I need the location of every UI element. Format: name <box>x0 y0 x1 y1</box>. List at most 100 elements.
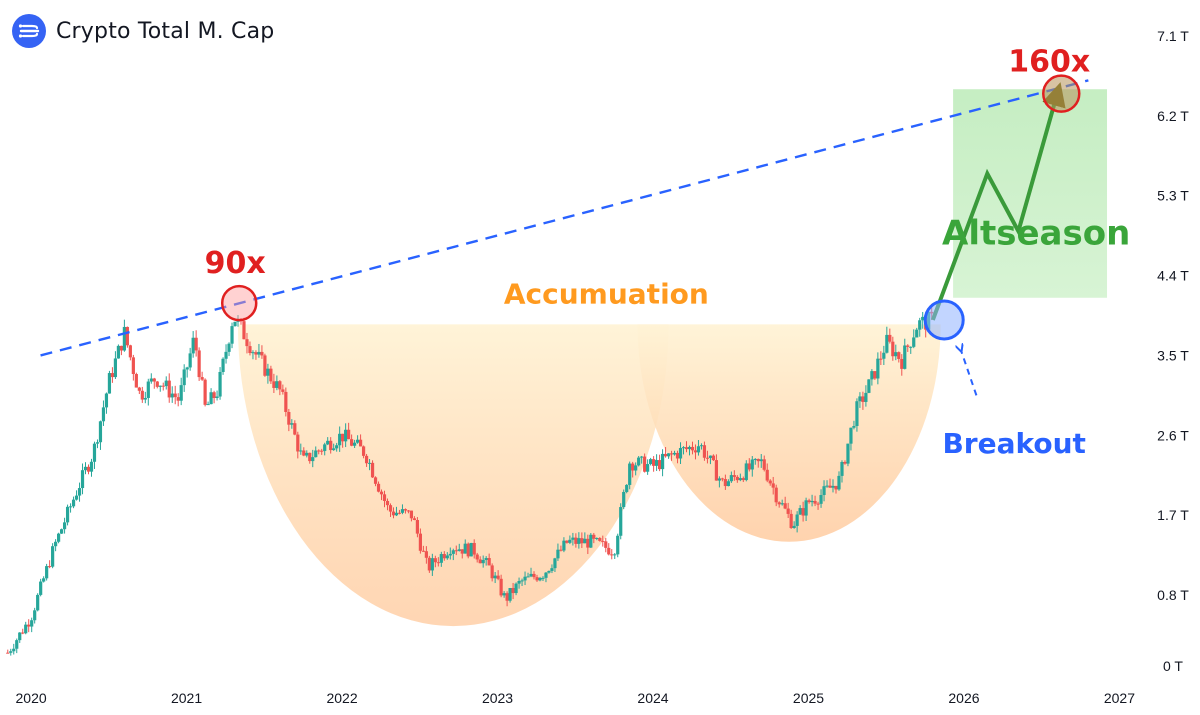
candle-body <box>379 491 384 495</box>
candle <box>819 489 823 508</box>
x-tick-label: 2026 <box>948 690 979 706</box>
candle <box>669 450 674 461</box>
candle-body <box>266 368 270 376</box>
candle <box>610 549 614 560</box>
candle-body <box>373 477 378 484</box>
candle-body <box>257 351 261 355</box>
candle <box>652 456 656 472</box>
candle-body <box>619 507 623 536</box>
candle <box>687 445 692 456</box>
candle <box>523 571 527 586</box>
candle <box>134 372 138 388</box>
peak-2021-marker <box>220 284 258 322</box>
candles-layer <box>6 303 934 656</box>
candle-body <box>643 456 647 472</box>
candle <box>912 329 916 349</box>
candle-body <box>167 380 171 398</box>
candle-body <box>445 555 449 559</box>
candle <box>152 377 156 389</box>
candle <box>891 336 895 361</box>
candle <box>753 458 757 465</box>
candle <box>729 471 733 483</box>
candle-body <box>678 448 683 459</box>
candle-body <box>218 371 222 397</box>
candle <box>607 543 611 556</box>
accumulation-handle <box>637 324 941 542</box>
candle-body <box>717 478 721 481</box>
candle <box>915 327 919 338</box>
candle <box>119 345 123 356</box>
candle-body <box>251 352 255 354</box>
candle <box>508 587 512 603</box>
candle <box>48 560 52 569</box>
candle <box>828 478 832 488</box>
candle-body <box>358 439 363 447</box>
candle <box>284 387 288 417</box>
candle <box>885 326 889 354</box>
candle <box>795 511 799 533</box>
candle <box>657 454 662 472</box>
candle-body <box>511 588 515 594</box>
candle-body <box>164 380 168 387</box>
candle <box>320 448 324 455</box>
candle-body <box>311 457 315 462</box>
candle <box>918 317 922 337</box>
x-tick-label: 2027 <box>1104 690 1135 706</box>
candle-body <box>879 358 883 360</box>
candle-body <box>798 508 802 515</box>
candle-body <box>490 565 494 579</box>
candle <box>116 344 121 359</box>
candle <box>457 543 461 552</box>
candle-body <box>329 440 333 451</box>
candle-body <box>296 434 300 452</box>
candle <box>167 373 171 403</box>
candle <box>556 543 560 561</box>
candle <box>696 440 701 456</box>
candle <box>499 574 503 598</box>
candle-body <box>711 455 716 461</box>
candle-body <box>870 371 874 380</box>
candle <box>744 460 748 482</box>
candle <box>335 442 339 452</box>
candle <box>798 505 802 515</box>
candle-body <box>753 458 757 460</box>
candle-body <box>649 459 653 465</box>
candle <box>870 369 874 386</box>
candle-body <box>170 393 174 398</box>
candle <box>855 398 859 432</box>
candle-body <box>547 570 551 573</box>
candle-body <box>631 463 635 471</box>
candle <box>101 400 106 426</box>
candle <box>143 391 147 404</box>
candle-body <box>403 509 408 511</box>
candle <box>122 319 126 352</box>
candle-body <box>634 465 638 471</box>
candle-body <box>840 461 844 476</box>
candle <box>278 380 282 396</box>
candle <box>684 441 689 453</box>
candle <box>867 379 871 394</box>
candle-body <box>128 345 132 358</box>
candle <box>62 517 67 534</box>
candle-body <box>768 480 772 484</box>
candle-body <box>59 529 64 534</box>
candle-body <box>666 453 671 457</box>
candle-body <box>876 358 880 379</box>
candle-body <box>314 450 318 458</box>
candle <box>224 344 228 364</box>
candle-body <box>762 459 766 470</box>
candle-body <box>589 534 593 548</box>
candle <box>840 460 844 483</box>
candle-body <box>326 440 330 445</box>
candle <box>535 574 539 582</box>
candle-body <box>131 357 135 375</box>
candle <box>77 482 82 502</box>
candle-body <box>77 488 82 496</box>
candle <box>595 537 599 541</box>
candle <box>15 638 19 654</box>
candle-body <box>260 351 264 356</box>
candle-body <box>526 576 530 578</box>
candle <box>807 498 811 504</box>
candle <box>80 463 85 495</box>
